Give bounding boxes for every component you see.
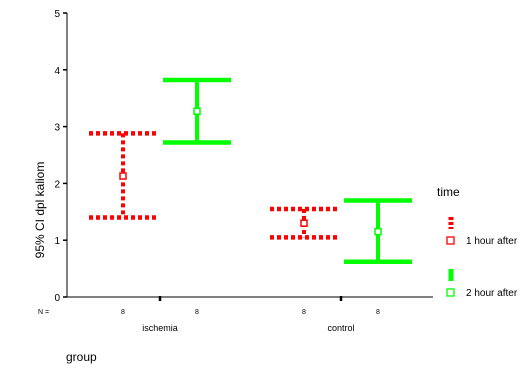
y-axis-label: 95% CI dpl kaliom	[33, 162, 47, 259]
x-category-label: control	[327, 323, 354, 333]
y-ticks: 0 1 2 3 4 5	[54, 9, 67, 304]
mean-marker	[119, 172, 127, 180]
legend-entry-label: 2 hour after	[466, 288, 518, 299]
y-tick-label: 3	[54, 123, 60, 134]
n-label: N =	[38, 309, 49, 316]
y-tick-label: 1	[54, 236, 60, 247]
error-bar	[163, 77, 231, 145]
y-tick-label: 2	[54, 179, 60, 190]
n-counts: N = 8 8 8 8	[38, 309, 380, 316]
legend-marker-swatch	[446, 288, 455, 297]
n-count: 8	[302, 309, 306, 316]
error-bar	[344, 198, 412, 265]
legend-marker-swatch	[446, 236, 455, 245]
y-tick-label: 5	[54, 9, 60, 20]
mean-marker	[374, 227, 382, 236]
legend-title: time	[437, 185, 460, 199]
y-tick-label: 4	[54, 66, 60, 77]
legend: time 1 hour after 2 hour after	[437, 185, 518, 299]
x-axis-label: group	[66, 350, 97, 364]
n-count: 8	[121, 309, 125, 316]
mean-marker	[193, 107, 201, 116]
mean-marker	[300, 219, 308, 227]
x-category-label: ischemia	[142, 323, 178, 333]
n-count: 8	[195, 309, 199, 316]
error-bar	[89, 131, 157, 220]
error-bar	[270, 206, 338, 240]
x-categories: ischemia control	[142, 296, 355, 333]
axes	[66, 13, 433, 298]
error-bars	[89, 77, 412, 265]
y-tick-label: 0	[54, 293, 60, 304]
legend-entry-label: 1 hour after	[466, 236, 518, 247]
n-count: 8	[376, 309, 380, 316]
